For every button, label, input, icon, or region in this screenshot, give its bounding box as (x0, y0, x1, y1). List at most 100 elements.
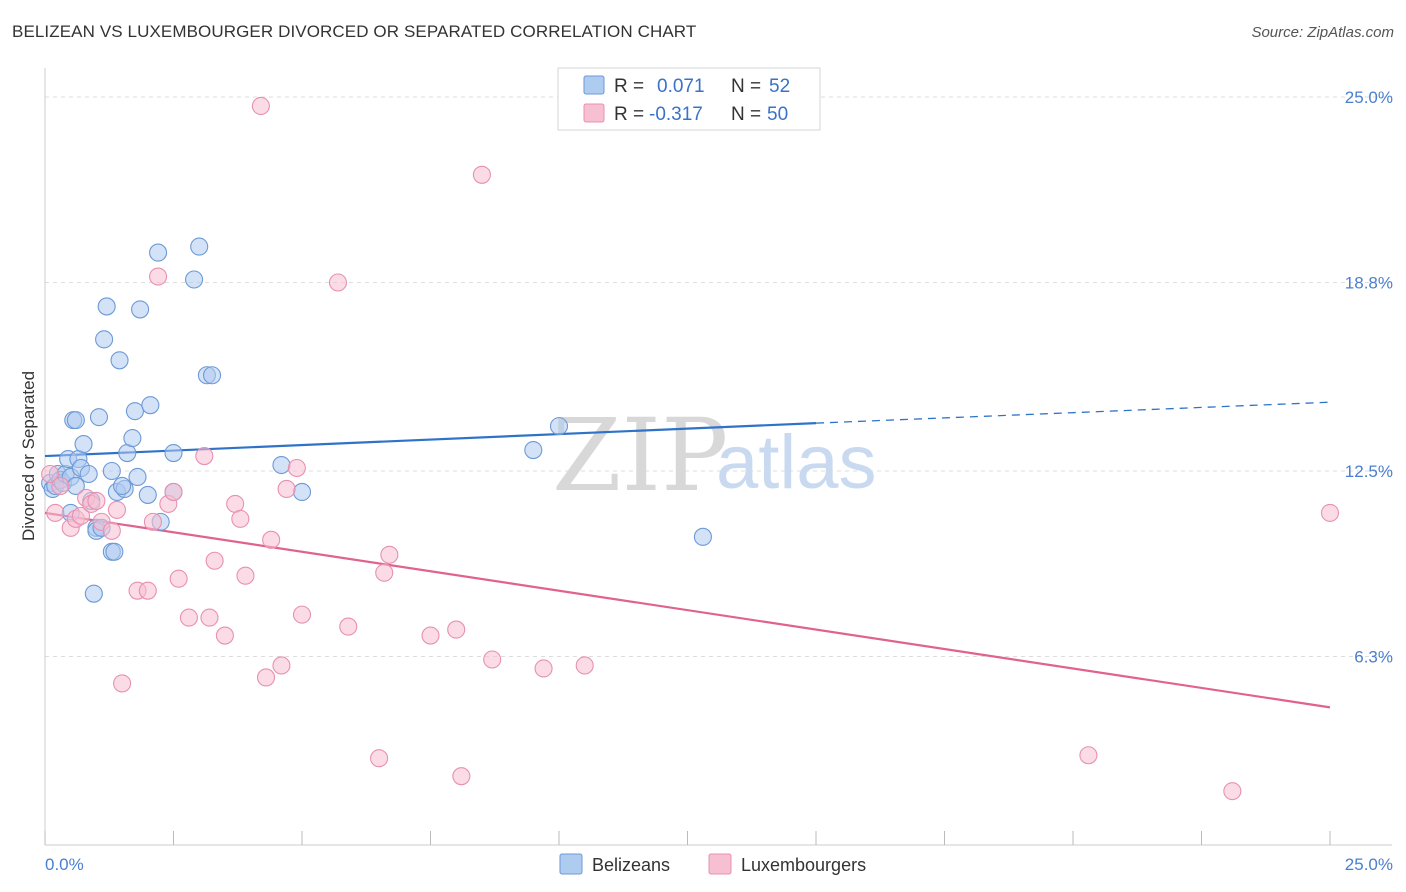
luxembourger-point-42 (452, 767, 471, 786)
luxembourger-point-16 (149, 267, 168, 286)
belizean-point-19 (95, 330, 114, 349)
luxembourger-point-27 (236, 566, 255, 585)
luxembourger-point-14 (138, 581, 157, 600)
belizean-point-14 (79, 464, 98, 484)
legend-n-label-2: N = (731, 104, 761, 125)
belizean-point-28 (123, 429, 142, 448)
luxembourger-point-28 (251, 96, 270, 116)
luxembourger-point-29 (256, 668, 276, 687)
belizean-point-38 (185, 270, 204, 289)
belizean-point-43 (292, 482, 312, 501)
luxembourger-point-39 (380, 545, 399, 564)
belizean-point-29 (125, 402, 144, 421)
luxembourger-point-24 (215, 626, 234, 645)
belizean-point-18 (89, 408, 109, 427)
luxembourger-trend-line (44, 511, 1331, 709)
belizean-point-10 (66, 411, 85, 430)
x-tick-label-1: 25.0% (1345, 855, 1393, 874)
belizean-point-20 (97, 297, 116, 316)
belizean-point-44 (524, 441, 543, 460)
luxembourger-point-38 (375, 563, 394, 582)
luxembourger-point-23 (205, 551, 224, 570)
x-tick-label-0: 0.0% (45, 855, 84, 874)
belizean-point-13 (74, 435, 93, 454)
luxembourger-point-11 (107, 500, 127, 519)
series-swatch-luxembourgers (708, 853, 732, 875)
luxembourger-point-49 (1320, 503, 1340, 522)
y-axis-label: Divorced or Separated (19, 371, 38, 541)
luxembourger-point-45 (534, 659, 553, 678)
luxembourger-point-10 (102, 521, 121, 540)
luxembourger-point-30 (262, 530, 281, 549)
luxembourger-point-35 (328, 273, 348, 292)
correlation-legend: R = 0.071 N = 52 R = -0.317 N = 50 (557, 67, 821, 131)
luxembourger-point-47 (1079, 746, 1098, 765)
watermark: ZIP atlas (552, 397, 877, 514)
legend-r-label-1: R = (614, 76, 644, 97)
belizean-point-33 (141, 396, 160, 415)
belizean-point-42 (272, 455, 291, 475)
luxembourger-point-2 (51, 476, 70, 496)
luxembourger-point-19 (169, 569, 188, 588)
luxembourger-point-41 (447, 620, 466, 639)
luxembourger-point-8 (87, 491, 106, 510)
luxembourger-point-18 (164, 482, 183, 501)
luxembourger-point-5 (71, 506, 91, 525)
luxembourger-point-31 (272, 656, 291, 675)
luxembourger-point-33 (287, 458, 306, 478)
x-tick-labels: 0.0% 25.0% (45, 855, 1393, 874)
watermark-atlas: atlas (716, 420, 877, 505)
luxembourger-point-36 (339, 617, 358, 636)
data-points (41, 96, 1340, 801)
luxembourger-point-1 (46, 503, 65, 522)
luxembourger-point-40 (421, 626, 440, 645)
source-label: Source: ZipAtlas.com (1251, 24, 1394, 41)
axes (44, 68, 1392, 846)
luxembourger-point-0 (41, 464, 60, 484)
watermark-zip: ZIP (552, 397, 728, 514)
luxembourger-point-21 (195, 446, 214, 466)
belizean-point-39 (190, 237, 209, 256)
legend-n-value-1: 52 (769, 76, 790, 97)
legend-r-value-1: 0.071 (657, 76, 705, 97)
legend-r-value-2: -0.317 (649, 104, 703, 125)
belizean-point-37 (164, 443, 183, 463)
belizean-trend-line-extension (815, 401, 1331, 424)
legend-r-label-2: R = (614, 104, 644, 125)
y-tick-label-0: 6.3% (1354, 648, 1393, 667)
luxembourger-point-32 (277, 479, 296, 499)
series-label-belizeans: Belizeans (592, 855, 670, 875)
belizean-point-34 (149, 243, 168, 262)
luxembourger-point-15 (143, 512, 162, 531)
luxembourger-point-46 (575, 656, 594, 675)
luxembourger-point-43 (472, 165, 491, 184)
belizean-point-32 (138, 485, 157, 504)
luxembourger-point-34 (292, 605, 312, 624)
belizean-point-46 (693, 527, 712, 546)
series-swatch-belizeans (559, 853, 583, 875)
belizean-point-31 (131, 300, 150, 319)
belizean-point-23 (105, 542, 124, 561)
belizean-point-41 (203, 366, 222, 385)
luxembourger-point-37 (370, 749, 389, 768)
luxembourger-point-48 (1223, 782, 1242, 801)
chart-title: BELIZEAN VS LUXEMBOURGER DIVORCED OR SEP… (12, 22, 697, 41)
belizean-point-30 (128, 467, 147, 487)
series-label-luxembourgers: Luxembourgers (741, 855, 866, 875)
belizean-point-25 (110, 351, 129, 370)
luxembourger-point-22 (200, 608, 219, 627)
y-tick-label-3: 25.0% (1345, 88, 1393, 107)
belizean-point-16 (84, 584, 103, 603)
belizean-point-51 (113, 476, 132, 496)
luxembourger-point-20 (179, 608, 198, 627)
legend-swatch-pink (583, 103, 605, 123)
legend-n-label-1: N = (731, 76, 761, 97)
legend-n-value-2: 50 (767, 104, 788, 125)
y-tick-labels: 6.3% 12.5% 18.8% 25.0% (1345, 88, 1393, 667)
luxembourger-point-26 (231, 509, 250, 528)
legend-swatch-blue (583, 75, 605, 95)
y-tick-label-2: 18.8% (1345, 274, 1393, 293)
series-legend: Belizeans Luxembourgers (559, 853, 866, 875)
belizean-point-21 (102, 461, 121, 481)
